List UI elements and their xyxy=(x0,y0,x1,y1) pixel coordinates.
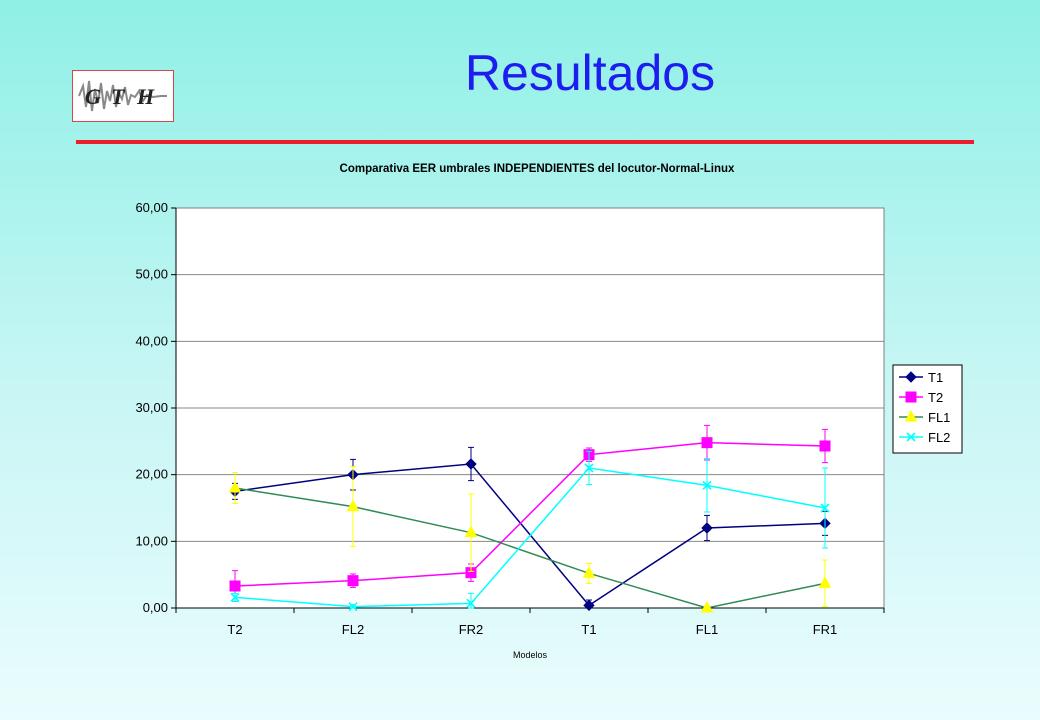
data-point xyxy=(230,592,240,602)
chart-title: Comparativa EER umbrales INDEPENDIENTES … xyxy=(340,163,736,175)
y-tick-label: 30,00 xyxy=(135,400,168,415)
legend-item-fl1: FL1 xyxy=(899,409,950,425)
y-tick-label: 10,00 xyxy=(135,533,168,548)
legend-item-t1: T1 xyxy=(899,370,943,385)
data-point xyxy=(701,522,713,534)
data-point xyxy=(818,576,832,588)
logo-letter-g: G xyxy=(85,84,101,109)
x-axis-label: Modelos xyxy=(513,650,548,660)
series-group xyxy=(228,424,832,613)
slide-title: Resultados xyxy=(464,45,716,101)
y-tick-label: 40,00 xyxy=(135,333,168,348)
series-fl2 xyxy=(230,450,830,612)
x-axis-ticks: T2 FL2 FR2 T1 FL1 FR1 xyxy=(175,607,885,637)
y-axis-ticks: 0,00 10,00 20,00 30,00 40,00 50,00 60,00 xyxy=(135,200,177,615)
y-tick-label: 60,00 xyxy=(135,200,168,215)
x-tick-label: FR2 xyxy=(459,622,484,637)
data-point xyxy=(229,580,241,592)
legend-label: FL1 xyxy=(928,410,950,425)
data-point xyxy=(820,503,830,513)
data-point xyxy=(905,371,917,383)
data-point xyxy=(464,525,478,538)
data-point xyxy=(348,602,358,612)
data-point xyxy=(906,432,916,442)
data-point xyxy=(701,437,713,449)
x-tick-label: FL1 xyxy=(696,622,718,637)
x-tick-label: FR1 xyxy=(813,622,838,637)
x-tick-label: FL2 xyxy=(342,622,364,637)
gth-logo-graphic: G T H xyxy=(78,80,167,112)
y-tick-label: 0,00 xyxy=(143,600,168,615)
data-point xyxy=(584,463,594,473)
waveform-icon xyxy=(78,80,167,112)
legend-box xyxy=(892,364,963,454)
data-point xyxy=(819,440,831,452)
series-line xyxy=(234,487,826,609)
gth-logo: G T H xyxy=(72,70,174,122)
data-point xyxy=(905,391,917,403)
logo-letter-t: T xyxy=(111,84,126,109)
data-point xyxy=(465,458,477,470)
y-tick-label: 20,00 xyxy=(135,467,168,482)
legend-label: FL2 xyxy=(928,430,950,445)
data-point xyxy=(466,598,476,608)
data-point xyxy=(700,600,714,613)
y-tick-label: 50,00 xyxy=(135,267,168,282)
x-tick-label: T1 xyxy=(581,622,596,637)
data-point xyxy=(702,480,712,490)
data-point xyxy=(346,499,360,512)
legend-item-fl2: FL2 xyxy=(899,430,950,445)
data-point xyxy=(904,409,918,422)
logo-letter-h: H xyxy=(136,84,155,109)
data-point xyxy=(228,480,242,493)
legend-label: T2 xyxy=(928,390,943,405)
gridlines xyxy=(176,274,884,542)
x-tick-label: T2 xyxy=(227,622,242,637)
series-line xyxy=(234,441,826,587)
title-divider xyxy=(76,140,974,144)
error-bar xyxy=(468,592,474,609)
data-point xyxy=(583,599,595,612)
series-line xyxy=(234,467,826,608)
legend: T1 T2 FL1 FL2 xyxy=(892,364,963,454)
series-fl1 xyxy=(228,466,832,613)
data-point xyxy=(347,575,359,587)
legend-label: T1 xyxy=(928,370,943,385)
legend-item-t2: T2 xyxy=(899,390,943,405)
data-point xyxy=(582,566,596,578)
